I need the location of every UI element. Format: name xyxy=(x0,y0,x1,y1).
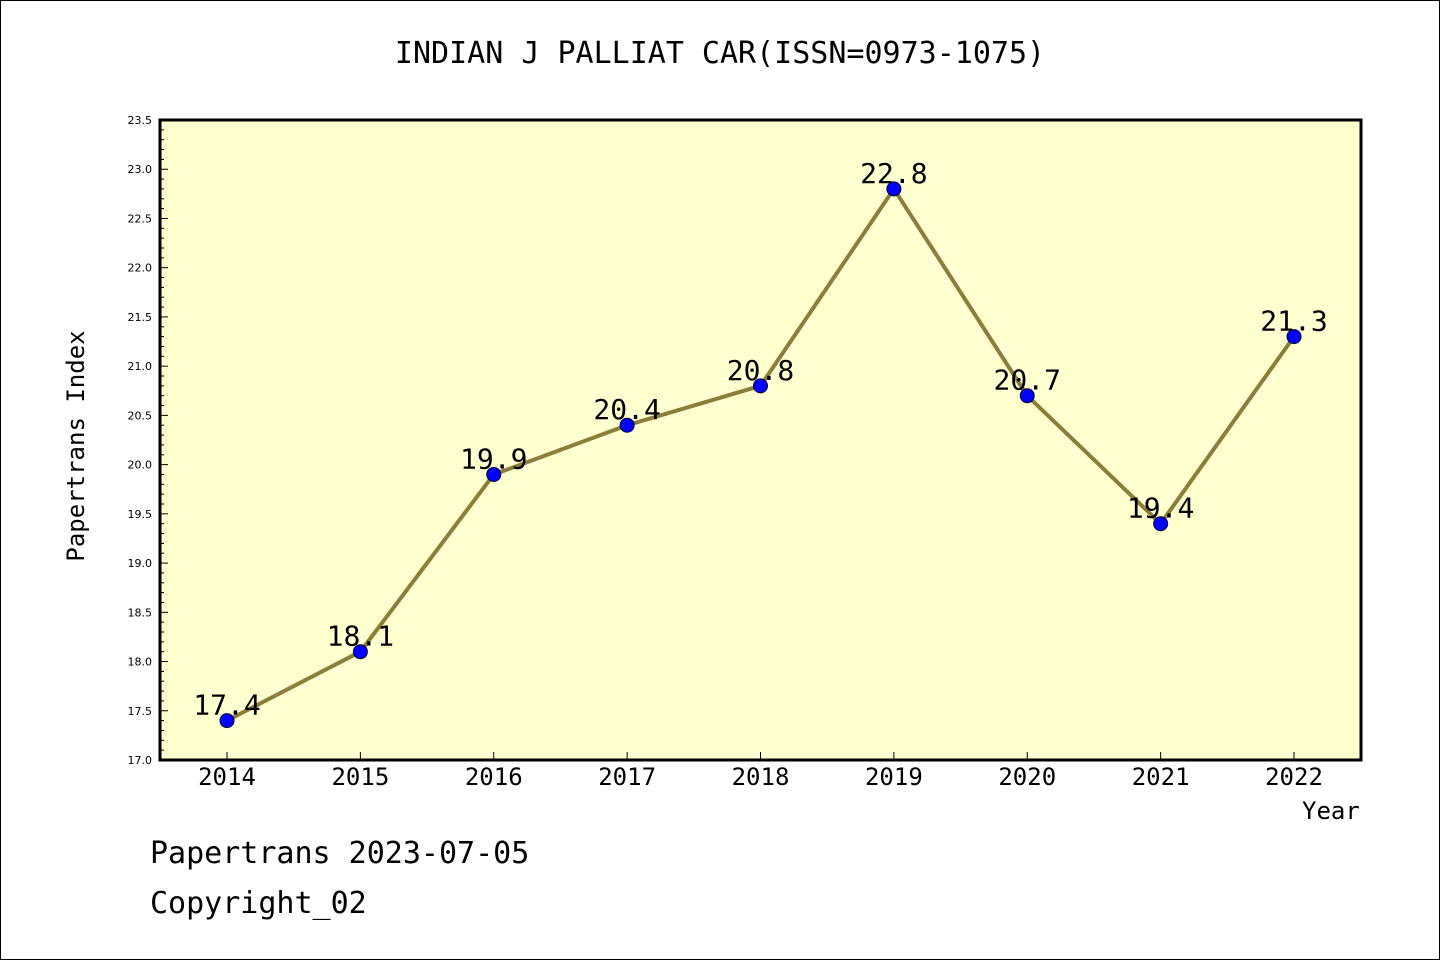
footer-copyright: Copyright_02 xyxy=(150,886,367,921)
y-tick-label: 17.0 xyxy=(128,754,153,767)
data-label: 21.3 xyxy=(1260,305,1327,338)
data-point xyxy=(219,713,235,729)
y-tick-label: 22.0 xyxy=(128,262,153,275)
x-tick-label: 2015 xyxy=(331,763,389,791)
y-tick-label: 22.5 xyxy=(128,212,153,225)
data-point xyxy=(352,644,368,660)
plot-border xyxy=(158,118,1363,762)
x-tick-label: 2022 xyxy=(1265,763,1323,791)
chart-title: INDIAN J PALLIAT CAR(ISSN=0973-1075) xyxy=(394,36,1046,71)
y-tick-label: 19.5 xyxy=(128,508,153,521)
footer-date: Papertrans 2023-07-05 xyxy=(150,836,530,871)
data-label: 18.1 xyxy=(327,620,394,653)
y-tick-label: 23.5 xyxy=(128,114,153,127)
data-point xyxy=(886,181,902,197)
y-tick-label: 19.0 xyxy=(128,557,153,570)
data-point xyxy=(1019,388,1035,404)
data-label: 19.4 xyxy=(1127,492,1194,525)
y-tick-label: 23.0 xyxy=(128,163,153,176)
y-tick-label: 21.0 xyxy=(128,360,153,373)
data-label: 22.8 xyxy=(860,157,927,190)
x-tick-label: 2018 xyxy=(732,763,790,791)
data-point xyxy=(486,466,502,482)
data-label: 19.9 xyxy=(460,442,527,475)
data-point xyxy=(753,378,768,394)
x-tick-label: 2017 xyxy=(598,763,656,791)
y-tick-label: 18.5 xyxy=(128,606,153,619)
x-axis-label: Year xyxy=(1302,797,1360,825)
data-point xyxy=(619,417,635,433)
data-label: 17.4 xyxy=(193,689,260,722)
x-tick-label: 2014 xyxy=(198,763,256,791)
data-label: 20.7 xyxy=(994,364,1061,397)
y-tick-label: 21.5 xyxy=(128,311,153,324)
data-point xyxy=(1153,516,1169,532)
data-label: 20.4 xyxy=(593,393,660,426)
y-tick-label: 17.5 xyxy=(128,705,153,718)
x-tick-label: 2019 xyxy=(865,763,923,791)
x-tick-label: 2021 xyxy=(1132,763,1190,791)
data-point xyxy=(1286,329,1302,345)
x-tick-label: 2016 xyxy=(465,763,523,791)
y-tick-label: 20.5 xyxy=(128,409,153,422)
y-tick-label: 18.0 xyxy=(128,656,153,669)
y-tick-label: 20.0 xyxy=(128,459,153,472)
x-tick-label: 2020 xyxy=(998,763,1056,791)
data-label: 20.8 xyxy=(727,354,794,387)
